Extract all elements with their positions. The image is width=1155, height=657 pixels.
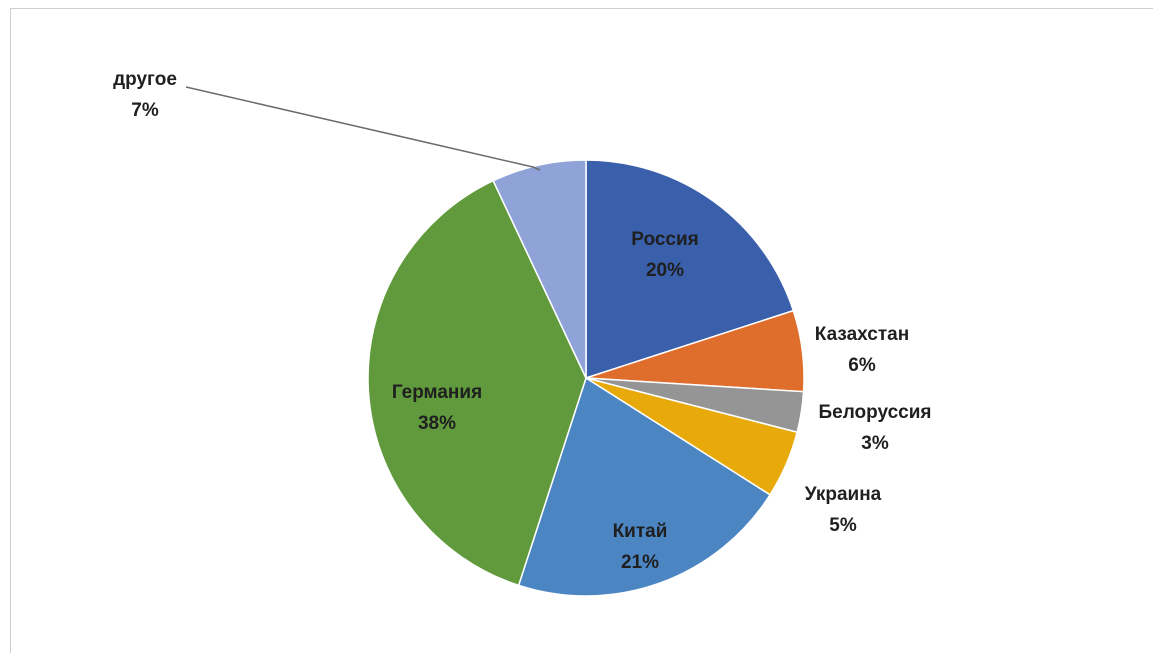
pie-labels: Россия 20% Казахстан 6% Белоруссия 3% Украина 5… xyxy=(113,69,931,573)
slice-label-3: Украина xyxy=(805,484,882,505)
leader-line-other xyxy=(185,86,541,171)
slice-label-4: Китай xyxy=(613,521,668,542)
slice-label-5: Германия xyxy=(392,382,482,403)
slice-percent-5: 38% xyxy=(418,413,456,434)
pie-slices xyxy=(367,159,805,597)
slice-percent-2: 3% xyxy=(861,433,889,454)
slice-percent-0: 20% xyxy=(646,260,684,281)
slice-percent-6: 7% xyxy=(131,100,159,121)
pie-slice-6 xyxy=(492,159,587,379)
slice-label-6: другое xyxy=(113,69,177,90)
slice-percent-3: 5% xyxy=(829,515,857,536)
pie-slice-4 xyxy=(517,376,772,597)
pie-slice-5 xyxy=(367,179,587,587)
slice-percent-1: 6% xyxy=(848,355,876,376)
slice-label-0: Россия xyxy=(631,229,698,250)
slice-label-1: Казахстан xyxy=(815,324,909,345)
pie-slice-0 xyxy=(585,159,795,380)
chart-frame xyxy=(10,8,1153,653)
slice-label-2: Белоруссия xyxy=(819,402,932,423)
slice-percent-4: 21% xyxy=(621,552,659,573)
